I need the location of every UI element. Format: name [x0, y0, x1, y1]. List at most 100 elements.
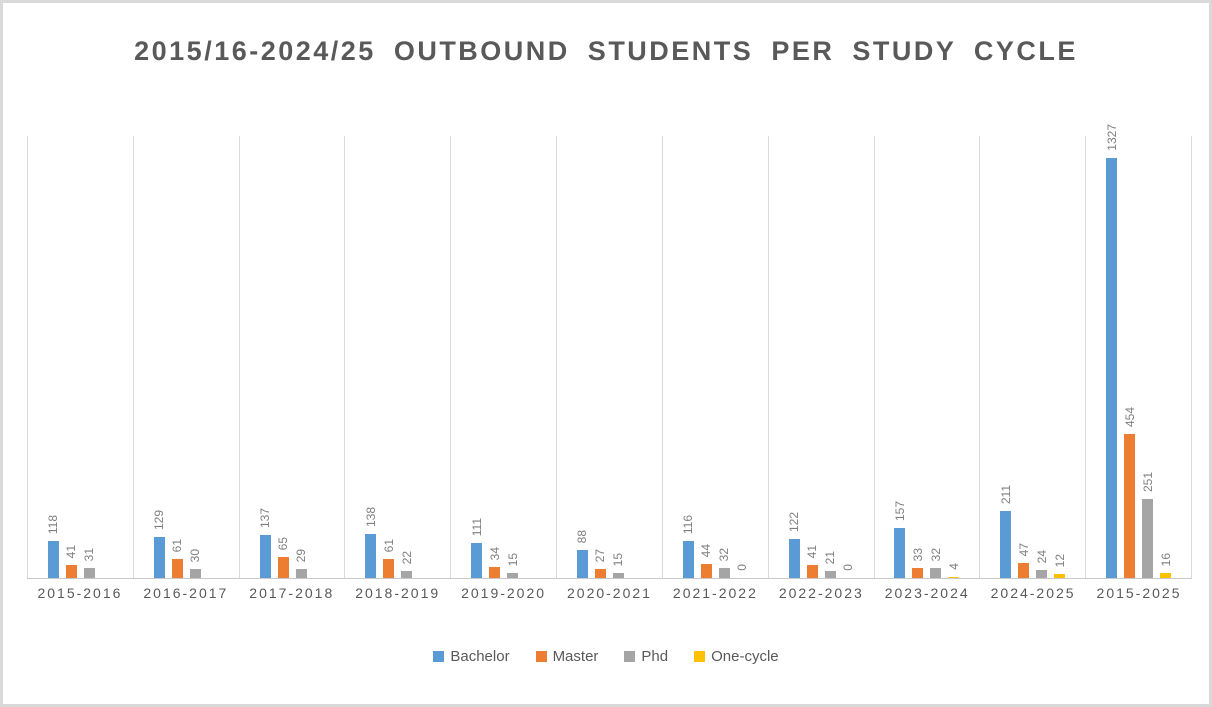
bar-slot-phd: 32 — [928, 136, 943, 578]
bar-slot-one-cycle — [314, 136, 325, 578]
bar-slot-master: 33 — [910, 136, 925, 578]
bar-slot-master: 47 — [1017, 136, 1031, 578]
x-axis-label: 2021-2022 — [672, 585, 758, 601]
bar-value-label: 454 — [1122, 406, 1137, 427]
bar-slot-bachelor: 138 — [363, 136, 378, 578]
bar-value-label: 34 — [487, 546, 502, 560]
bar-slot-master: 61 — [170, 136, 184, 578]
bar-bachelor-2015-2016 — [47, 541, 59, 578]
bar-value-label: 32 — [928, 547, 943, 561]
bar-slot-one-cycle: 0 — [841, 136, 855, 578]
bar-slot-bachelor: 118 — [46, 136, 61, 578]
bar-phd-2017-2018 — [295, 569, 307, 578]
chart-title: 2015/16-2024/25 OUTBOUND STUDENTS PER ST… — [134, 36, 1078, 66]
bar-slot-bachelor: 137 — [258, 136, 272, 578]
bar-value-label: 4 — [946, 563, 961, 570]
bachelor-swatch-icon — [433, 651, 445, 662]
bar-slot-phd: 30 — [188, 136, 203, 578]
bar-slot-master: 41 — [805, 136, 820, 578]
bar-bachelor-2017-2018 — [259, 535, 271, 578]
bar-slot-master: 454 — [1122, 136, 1137, 578]
bar-slot-one-cycle: 12 — [1052, 136, 1067, 578]
category-cell-2017-2018: 137 65 29 — [238, 136, 345, 578]
bar-slot-one-cycle — [525, 136, 536, 578]
category-cell-2015-2025: 1327 454 251 16 — [1085, 124, 1191, 578]
bar-value-label: 44 — [699, 543, 714, 557]
bar-slot-master: 44 — [699, 136, 714, 578]
x-axis-label: 2018-2019 — [355, 585, 441, 601]
bar-phd-2023-2024 — [930, 568, 942, 578]
bar-value-label: 122 — [787, 511, 802, 532]
bar-master-2016-2017 — [171, 559, 183, 578]
bar-value-label: 211 — [998, 484, 1013, 504]
category-cell-2020-2021: 88 27 15 — [556, 136, 662, 578]
bar-bachelor-2022-2023 — [788, 539, 800, 578]
x-axis-label: 2017-2018 — [249, 585, 335, 601]
bar-phd-2016-2017 — [189, 569, 201, 578]
bar-value-label: 15 — [611, 552, 626, 566]
bar-slot-master: 61 — [381, 136, 396, 578]
bar-value-label: 30 — [188, 548, 203, 562]
bar-bachelor-2015-2025 — [1106, 158, 1118, 578]
legend-label: One-cycle — [711, 648, 779, 665]
bar-slot-bachelor: 116 — [681, 136, 695, 578]
bar-phd-2015-2016 — [83, 568, 95, 578]
bar-master-2023-2024 — [912, 568, 924, 578]
bar-phd-2015-2025 — [1142, 499, 1154, 578]
bar-master-2017-2018 — [277, 557, 289, 578]
bar-master-2019-2020 — [489, 567, 501, 578]
x-axis: 2015-2016 2016-2017 2017-2018 2018-2019 2019… — [27, 585, 1192, 601]
bar-slot-phd: 31 — [82, 136, 96, 578]
bar-bachelor-2023-2024 — [894, 528, 906, 578]
bar-value-label: 111 — [469, 517, 484, 536]
bar-master-2021-2022 — [700, 564, 712, 578]
bar-value-label: 61 — [381, 538, 396, 552]
legend-item-one-cycle: One-cycle — [694, 648, 779, 665]
category-cell-2018-2019: 138 61 22 — [344, 136, 450, 578]
category-cell-2023-2024: 157 33 32 4 — [873, 136, 980, 578]
bar-value-label: 32 — [717, 547, 732, 561]
bar-value-label: 129 — [152, 509, 167, 530]
bar-value-label: 1327 — [1104, 124, 1119, 151]
bar-value-label: 12 — [1052, 553, 1067, 567]
legend-item-phd: Phd — [624, 648, 668, 665]
category-cell-2021-2022: 116 44 32 0 — [661, 136, 768, 578]
bar-slot-phd: 15 — [611, 136, 626, 578]
bar-value-label: 15 — [505, 552, 520, 566]
bar-slot-bachelor: 111 — [469, 136, 484, 578]
bar-slot-bachelor: 211 — [998, 136, 1013, 578]
bar-value-label: 29 — [294, 548, 309, 562]
bar-slot-bachelor: 157 — [893, 136, 907, 578]
bar-value-label: 41 — [805, 544, 820, 558]
legend-item-bachelor: Bachelor — [433, 648, 510, 665]
bar-bachelor-2024-2025 — [1000, 511, 1012, 578]
category-cell-2024-2025: 211 47 24 12 — [979, 136, 1085, 578]
bar-bachelor-2021-2022 — [682, 541, 694, 578]
bar-slot-phd: 32 — [717, 136, 732, 578]
legend: Bachelor Master Phd One-cycle — [3, 648, 1209, 665]
bar-value-label: 0 — [735, 564, 750, 571]
bar-slot-one-cycle — [208, 136, 219, 578]
bar-value-label: 33 — [910, 547, 925, 561]
x-axis-label: 2020-2021 — [567, 585, 652, 601]
bar-slot-master: 65 — [276, 136, 290, 578]
bar-slot-bachelor: 1327 — [1105, 124, 1119, 578]
category-cell-2019-2020: 111 34 15 — [450, 136, 556, 578]
bar-slot-master: 27 — [593, 136, 607, 578]
phd-swatch-icon — [624, 651, 636, 662]
x-axis-label: 2015-2025 — [1096, 585, 1182, 601]
bar-phd-2024-2025 — [1036, 570, 1048, 578]
bar-slot-one-cycle — [631, 136, 642, 578]
one-cycle-swatch-icon — [694, 651, 706, 662]
bar-bachelor-2019-2020 — [471, 543, 483, 578]
bar-value-label: 118 — [46, 514, 61, 534]
bar-phd-2022-2023 — [824, 571, 836, 578]
bar-bachelor-2018-2019 — [365, 534, 377, 578]
bar-slot-phd: 22 — [400, 136, 414, 578]
x-axis-label: 2016-2017 — [143, 585, 229, 601]
bar-value-label: 16 — [1158, 552, 1173, 566]
bar-value-label: 138 — [363, 506, 378, 527]
bar-slot-master: 34 — [487, 136, 502, 578]
bar-slot-phd: 21 — [823, 136, 837, 578]
